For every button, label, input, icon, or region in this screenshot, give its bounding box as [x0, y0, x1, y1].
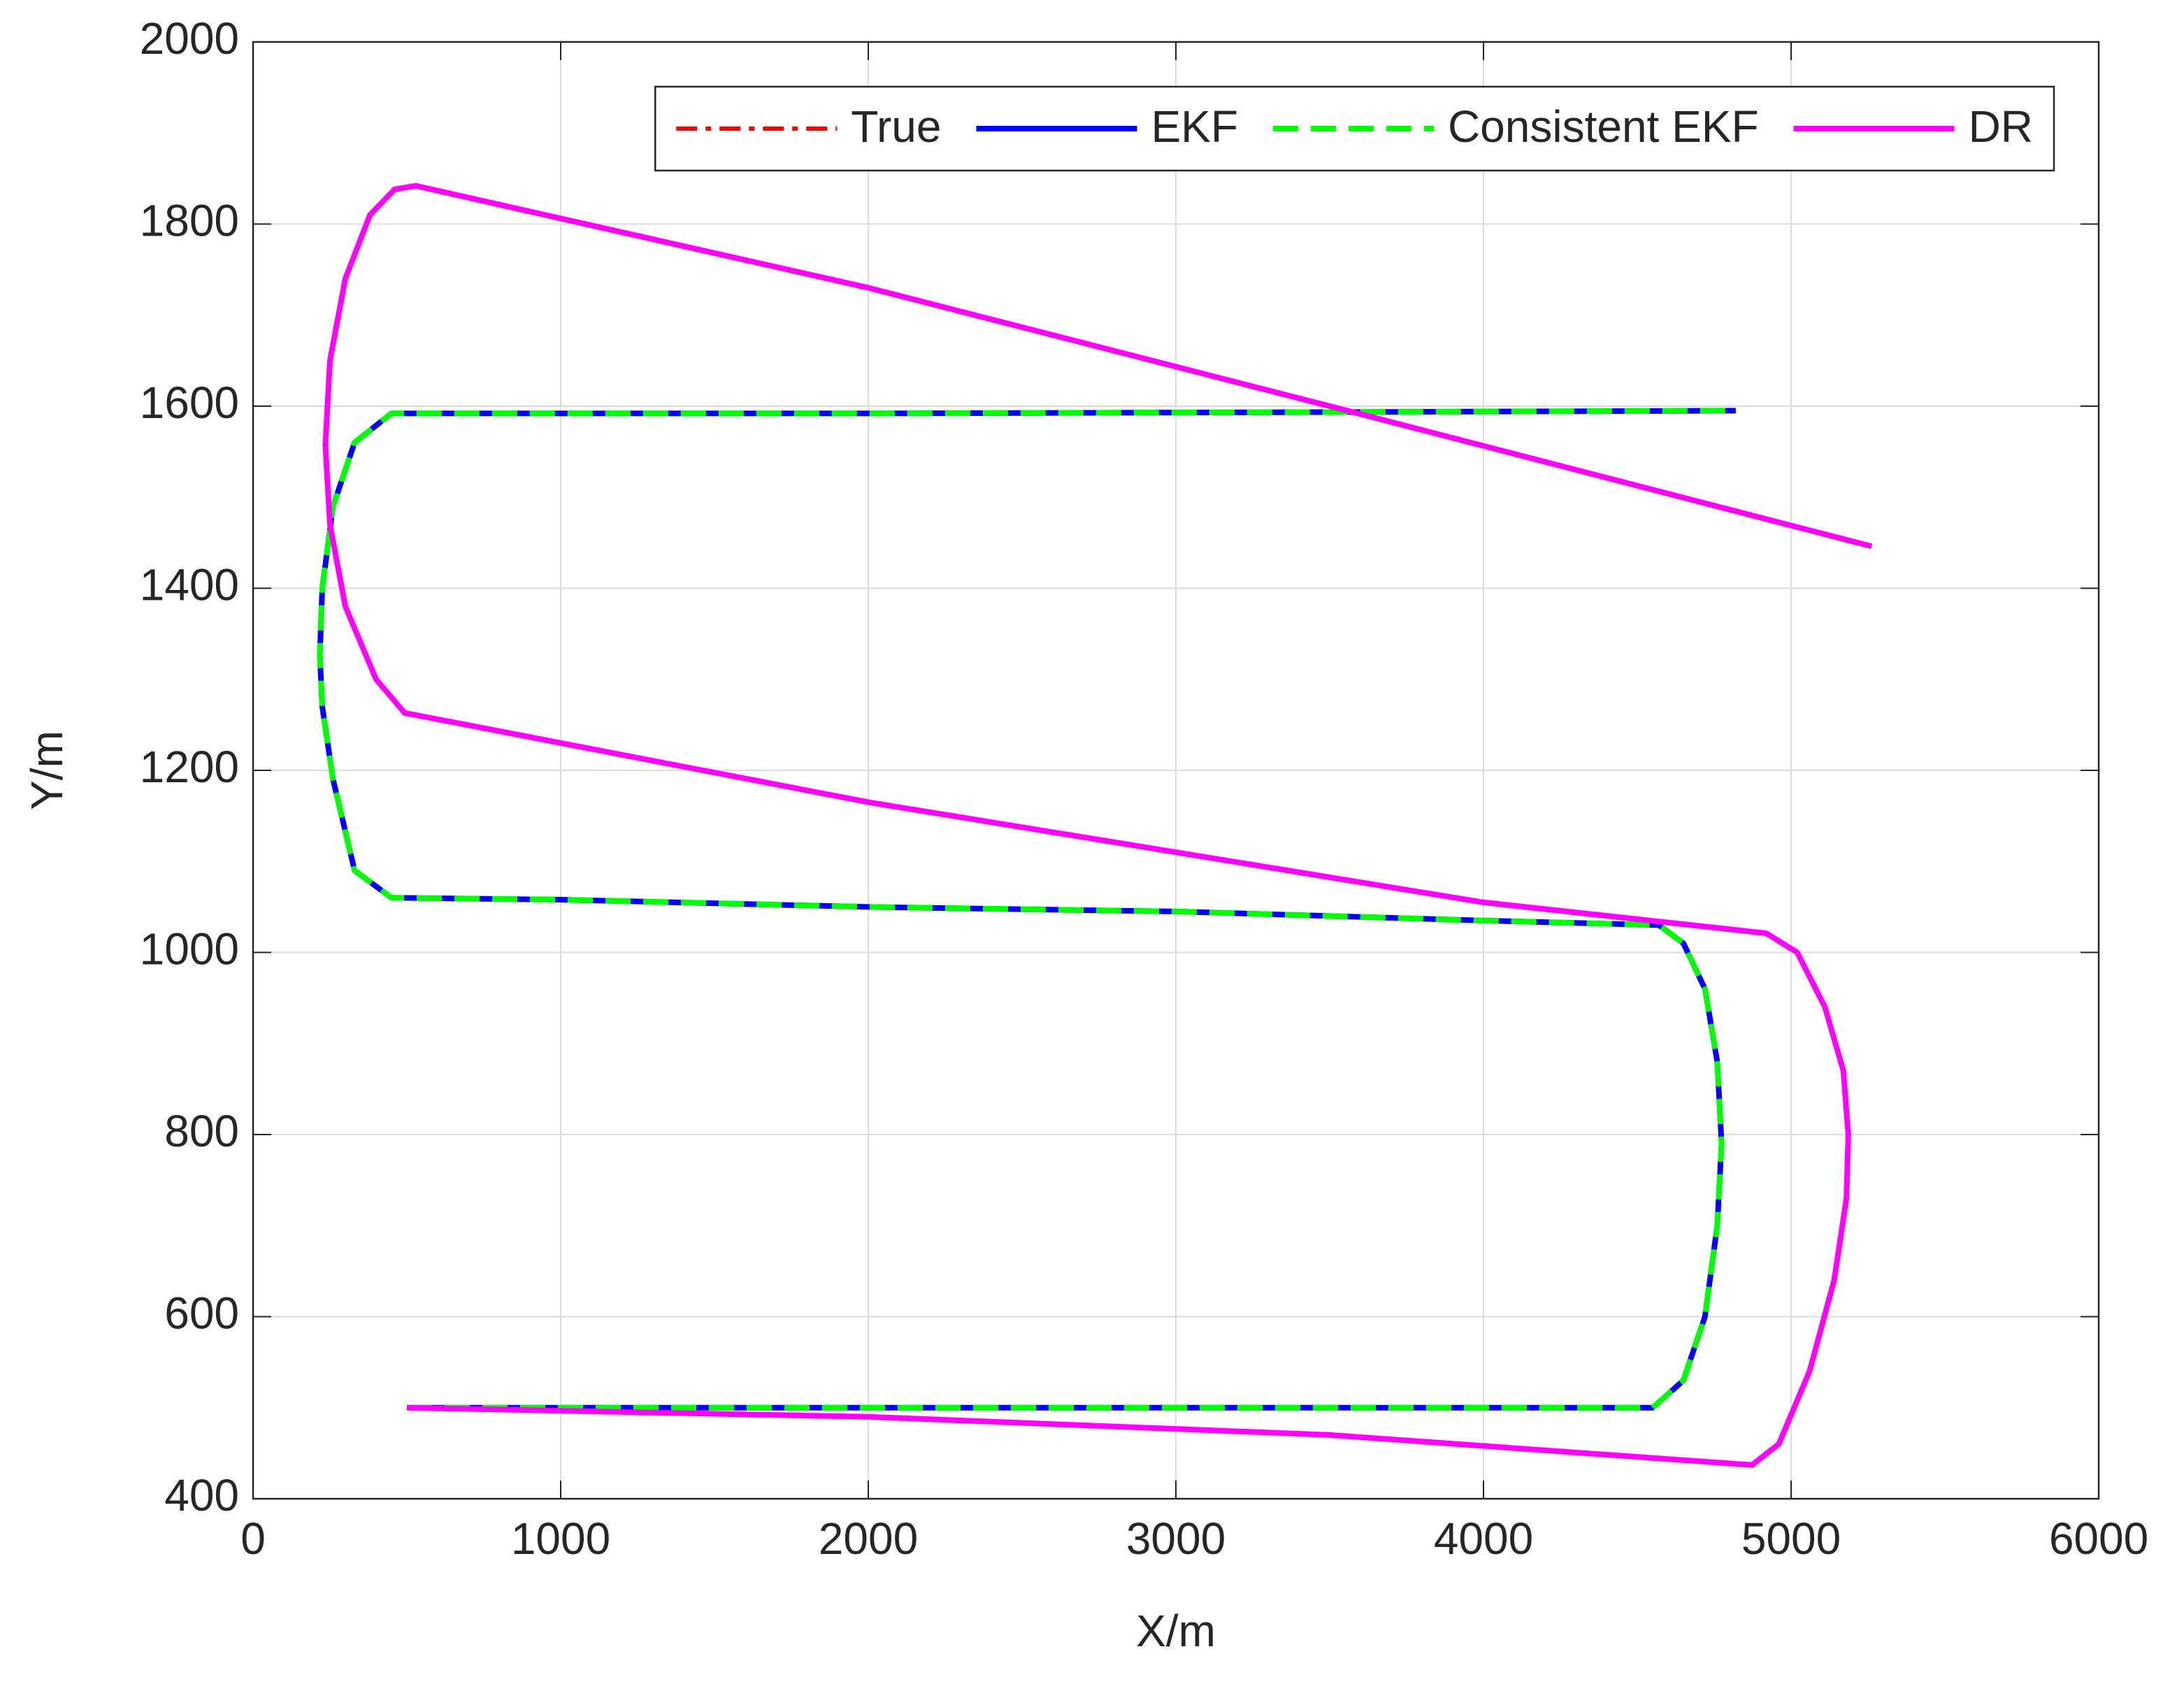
x-tick-label: 3000 [1126, 1513, 1226, 1564]
y-tick-label: 2000 [140, 13, 239, 64]
x-tick-label: 6000 [2049, 1513, 2148, 1564]
plot-frame [252, 41, 2100, 1500]
x-tick-label: 5000 [1741, 1513, 1841, 1564]
legend-label: True [851, 101, 941, 152]
y-tick-label: 800 [164, 1106, 239, 1156]
y-tick-label: 600 [164, 1288, 239, 1338]
y-tick-label: 1000 [140, 923, 239, 974]
legend-label: EKF [1151, 101, 1237, 152]
y-tick-label: 1600 [140, 377, 239, 428]
x-tick-label: 1000 [511, 1513, 610, 1564]
y-tick-label: 1200 [140, 742, 239, 792]
series-line [322, 182, 1873, 1468]
legend: True EKF Consistent EKF DR [654, 85, 2055, 172]
legend-label: Consistent EKF [1448, 101, 1759, 152]
y-tick-label: 1800 [140, 195, 239, 245]
legend-label: DR [1969, 101, 2033, 152]
x-tick-label: 4000 [1434, 1513, 1533, 1564]
y-axis-label: Y/m [22, 731, 72, 810]
y-tick-label: 1400 [140, 559, 239, 610]
x-tick-label: 0 [240, 1513, 266, 1564]
x-axis-label: X/m [1136, 1606, 1216, 1656]
series-line [317, 408, 1736, 1411]
y-tick-label: 400 [164, 1470, 239, 1520]
x-tick-label: 2000 [819, 1513, 918, 1564]
